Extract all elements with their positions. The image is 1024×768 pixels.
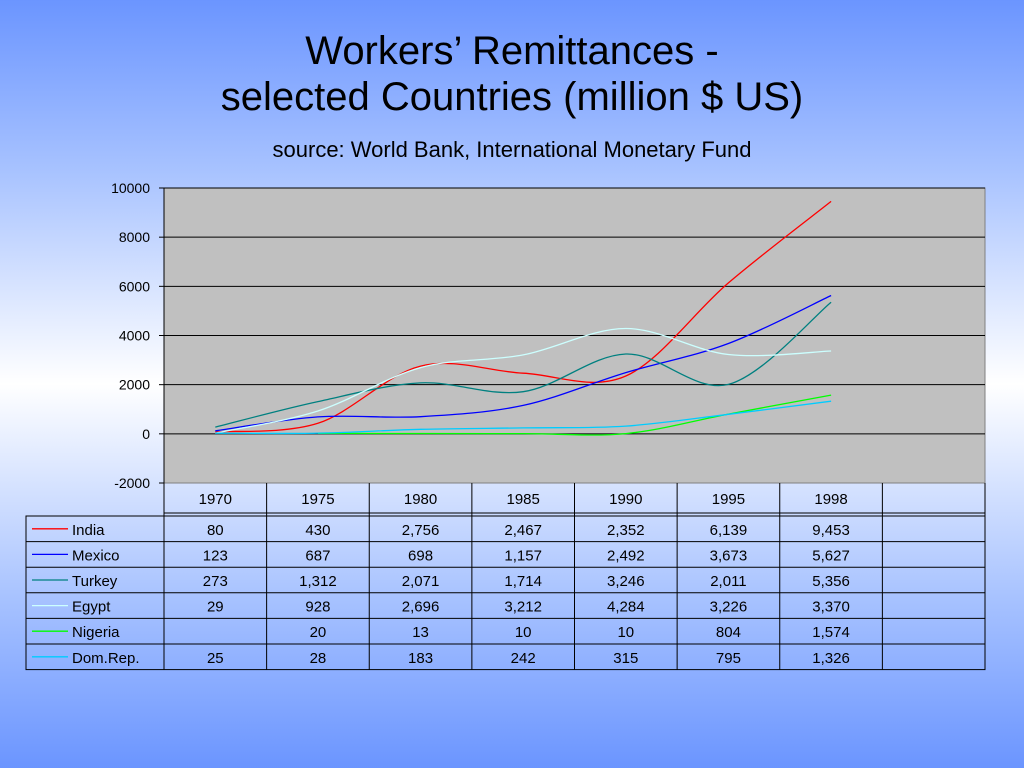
legend-label-turkey: Turkey [72,573,118,590]
data-label: 6,139 [710,522,748,539]
data-label: 315 [613,650,638,667]
data-label: 4,284 [607,599,645,616]
legend-label-india: India [72,522,105,539]
x-category-label: 1970 [199,491,232,508]
slide-subtitle: source: World Bank, International Moneta… [272,137,752,162]
y-tick-label: 0 [142,426,150,442]
y-tick-label: 4000 [119,328,150,344]
data-label: 2,352 [607,522,645,539]
data-label: 183 [408,650,433,667]
title-line-1: Workers’ Remittances - [305,29,719,73]
legend-label-mexico: Mexico [72,547,120,564]
y-tick-label: 10000 [111,180,150,196]
data-label: 2,467 [504,522,542,539]
data-label: 3,212 [504,599,542,616]
data-label: 2,696 [402,599,440,616]
data-label: 273 [203,573,228,590]
slide-title: Workers’ Remittances - selected Countrie… [0,28,1024,120]
data-label: 10 [617,624,634,641]
data-label: 1,574 [812,624,850,641]
legend-label-dom-rep: Dom.Rep. [72,650,140,667]
data-label: 29 [207,599,224,616]
data-label: 5,627 [812,547,850,564]
x-category-label: 1990 [609,491,642,508]
x-category-label: 1975 [301,491,334,508]
data-label: 804 [716,624,741,641]
data-label: 3,226 [710,599,748,616]
data-label: 3,673 [710,547,748,564]
data-label: 123 [203,547,228,564]
data-label: 1,714 [504,573,542,590]
data-label: 1,312 [299,573,337,590]
y-tick-label: 6000 [119,278,150,294]
data-label: 10 [515,624,532,641]
series-line-turkey [215,301,832,428]
title-line-2: selected Countries (million $ US) [220,75,804,119]
data-label: 795 [716,650,741,667]
series-line-mexico [215,294,832,432]
data-label: 3,246 [607,573,645,590]
x-category-label: 1985 [507,491,540,508]
data-label: 1,157 [504,547,542,564]
series-line-nigeria [317,394,832,436]
x-category-label: 1998 [814,491,847,508]
data-label: 5,356 [812,573,850,590]
series-line-dom-rep [215,400,832,435]
y-tick-label: 2000 [119,377,150,393]
data-label: 2,756 [402,522,440,539]
data-label: 430 [305,522,330,539]
data-label: 242 [511,650,536,667]
data-label: 20 [310,624,327,641]
legend-label-egypt: Egypt [72,599,111,616]
series-line-egypt [215,327,832,434]
y-tick-label: -2000 [114,475,150,491]
data-label: 2,492 [607,547,645,564]
data-label: 698 [408,547,433,564]
series-line-india [215,200,832,433]
data-label: 3,370 [812,599,850,616]
data-label: 1,326 [812,650,850,667]
data-label: 928 [305,599,330,616]
data-label: 2,071 [402,573,440,590]
data-label: 80 [207,522,224,539]
x-category-label: 1995 [712,491,745,508]
data-label: 25 [207,650,224,667]
legend-label-nigeria: Nigeria [72,624,120,641]
data-label: 2,011 [710,573,746,590]
x-category-label: 1980 [404,491,437,508]
data-label: 9,453 [812,522,850,539]
data-label: 28 [310,650,327,667]
y-tick-label: 8000 [119,229,150,245]
data-label: 13 [412,624,429,641]
data-label: 687 [305,547,330,564]
